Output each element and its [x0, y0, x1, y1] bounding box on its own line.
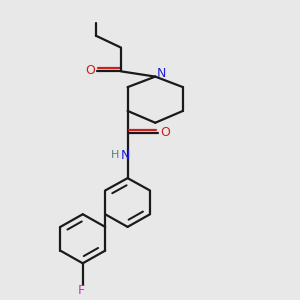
Text: N: N	[120, 149, 130, 162]
Text: F: F	[78, 284, 85, 297]
Text: O: O	[160, 126, 170, 139]
Text: O: O	[85, 64, 95, 76]
Text: H: H	[111, 150, 119, 160]
Text: N: N	[156, 68, 166, 80]
